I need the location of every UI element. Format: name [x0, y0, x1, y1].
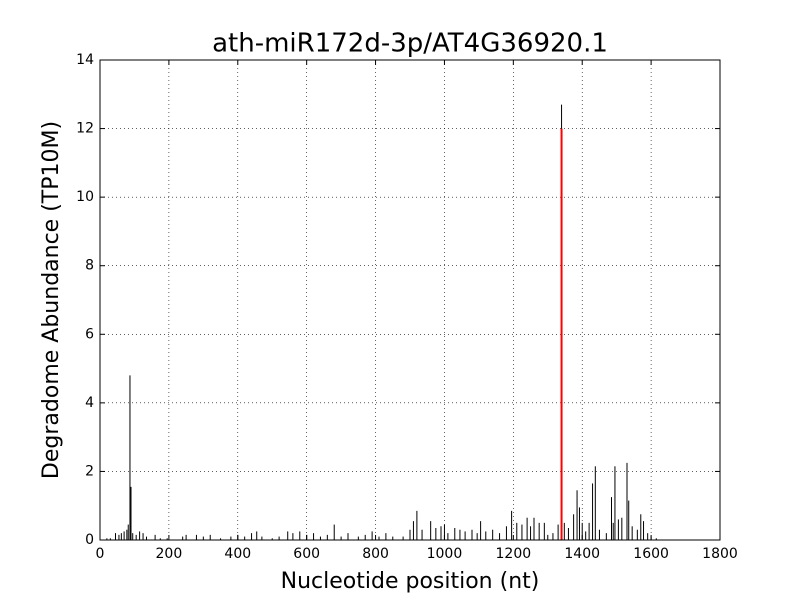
x-tick-label: 200 — [156, 546, 183, 562]
y-tick-label: 8 — [85, 258, 94, 274]
x-tick-label: 1600 — [633, 546, 669, 562]
y-tick-label: 2 — [85, 463, 94, 479]
y-tick-label: 6 — [85, 326, 94, 342]
x-tick-label: 600 — [293, 546, 320, 562]
y-tick-label: 12 — [76, 121, 94, 137]
plot-area: 0 2 4 6 8 10 12 14 0 200 400 600 800 1000 1200 1400 1600… — [76, 52, 738, 562]
y-axis-label: Degradome Abundance (TP10M) — [39, 121, 64, 479]
x-tick-label: 400 — [224, 546, 251, 562]
x-tick-label: 0 — [96, 546, 105, 562]
y-tick-label: 14 — [76, 52, 94, 68]
chart-title: ath-miR172d-3p/AT4G36920.1 — [212, 29, 608, 59]
x-axis-label: Nucleotide position (nt) — [281, 569, 540, 594]
y-tick-label: 0 — [85, 532, 94, 548]
plot-frame — [99, 59, 721, 541]
y-tick-label: 4 — [85, 395, 94, 411]
y-tick-label: 10 — [76, 189, 94, 205]
x-tick-label: 1200 — [496, 546, 532, 562]
x-tick-label: 800 — [362, 546, 389, 562]
x-tick-label: 1000 — [427, 546, 463, 562]
x-tick-label: 1800 — [702, 546, 738, 562]
x-tick-label: 1400 — [564, 546, 600, 562]
